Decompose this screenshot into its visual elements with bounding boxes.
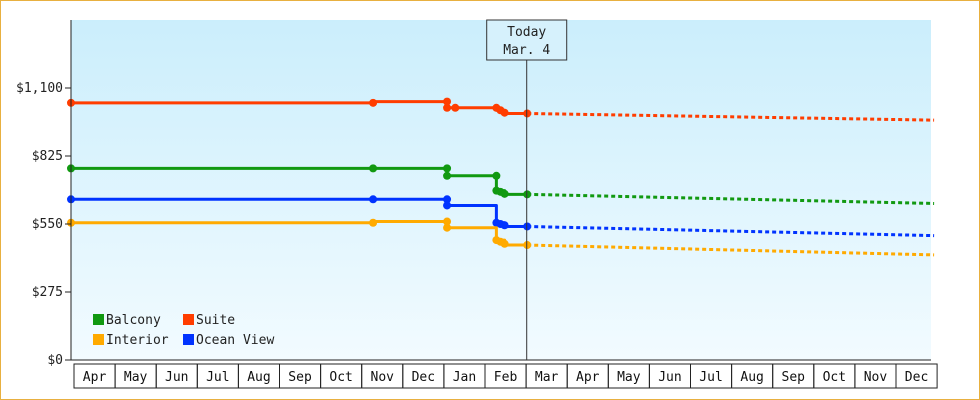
data-point-suite: [443, 103, 452, 112]
data-point-suite: [369, 98, 378, 107]
forecast-line-suite: [527, 111, 935, 122]
month-label: Jul: [699, 370, 722, 385]
legend-swatch: [183, 334, 194, 345]
month-label: Aug: [247, 370, 270, 385]
y-tick-label: $1,100: [16, 81, 63, 96]
legend-label: Balcony: [106, 313, 161, 328]
data-point-balcony: [443, 171, 452, 180]
month-label: Nov: [371, 370, 395, 385]
month-label: Feb: [494, 370, 518, 385]
today-date: Mar. 4: [503, 43, 550, 58]
data-point-suite: [443, 97, 452, 106]
data-point-interior: [443, 223, 452, 232]
forecast-line-interior: [527, 243, 935, 257]
month-label: Oct: [823, 370, 846, 385]
data-point-interior: [443, 217, 452, 226]
month-label: Nov: [864, 370, 888, 385]
data-point-balcony: [443, 164, 452, 173]
data-point-balcony: [492, 171, 501, 180]
legend-swatch: [93, 314, 104, 325]
month-label: Sep: [288, 370, 312, 385]
month-cell: [895, 363, 938, 389]
month-label: Sep: [782, 370, 806, 385]
month-label: May: [124, 370, 148, 385]
month-label: Jan: [453, 370, 476, 385]
data-point-interior: [369, 218, 378, 227]
y-tick-label: $825: [32, 149, 63, 164]
legend-label: Suite: [196, 313, 235, 328]
legend-swatch: [93, 334, 104, 345]
month-label: Jun: [165, 370, 188, 385]
month-label: Aug: [740, 370, 763, 385]
data-point-suite: [451, 103, 460, 112]
month-label: Mar: [535, 370, 559, 385]
y-tick-label: $550: [32, 217, 63, 232]
data-point-suite: [500, 108, 509, 117]
month-label: Apr: [576, 370, 600, 385]
legend-swatch: [183, 314, 194, 325]
month-label: Jun: [658, 370, 681, 385]
legend-label: Ocean View: [196, 333, 274, 348]
month-label: Oct: [329, 370, 352, 385]
month-label: May: [617, 370, 641, 385]
today-label-box: [486, 19, 568, 61]
data-point-ocean-view: [500, 221, 509, 230]
today-label: Today: [507, 25, 546, 40]
data-point-ocean-view: [443, 195, 452, 204]
month-label: Dec: [905, 370, 928, 385]
month-label: Dec: [412, 370, 435, 385]
legend-label: Interior: [106, 333, 169, 348]
month-label: Jul: [206, 370, 229, 385]
forecast-line-ocean-view: [527, 224, 935, 238]
data-point-ocean-view: [443, 201, 452, 210]
data-point-interior: [500, 239, 509, 248]
y-tick-label: $275: [32, 285, 63, 300]
data-point-balcony: [369, 164, 378, 173]
month-label: Apr: [83, 370, 107, 385]
forecast-line-balcony: [527, 192, 935, 205]
data-point-balcony: [500, 189, 509, 198]
data-point-ocean-view: [369, 195, 378, 204]
y-tick-label: $0: [47, 353, 63, 368]
